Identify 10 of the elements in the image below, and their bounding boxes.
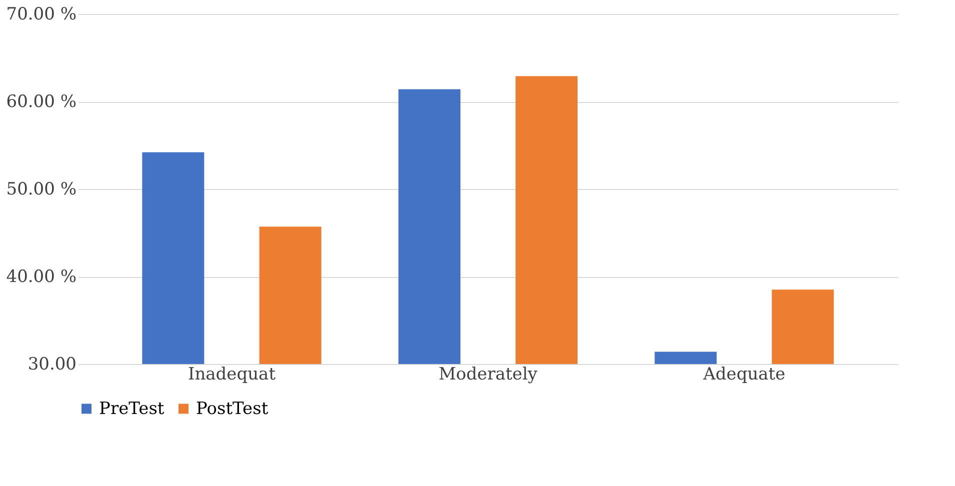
y-tick-label: 60.00 % xyxy=(6,92,76,112)
y-tick-label: 30.00 xyxy=(28,354,76,374)
y-tick-label: 50.00 % xyxy=(6,180,76,200)
legend-label: PostTest xyxy=(196,398,268,419)
legend-label: PreTest xyxy=(99,398,164,419)
y-tick-label: 40.00 % xyxy=(6,267,76,287)
x-tick-label: Inadequat xyxy=(188,364,276,384)
x-tick-label: Moderately xyxy=(438,364,538,384)
x-tick-label: Adequate xyxy=(702,364,786,384)
y-tick-label: 70.00 % xyxy=(6,4,76,24)
